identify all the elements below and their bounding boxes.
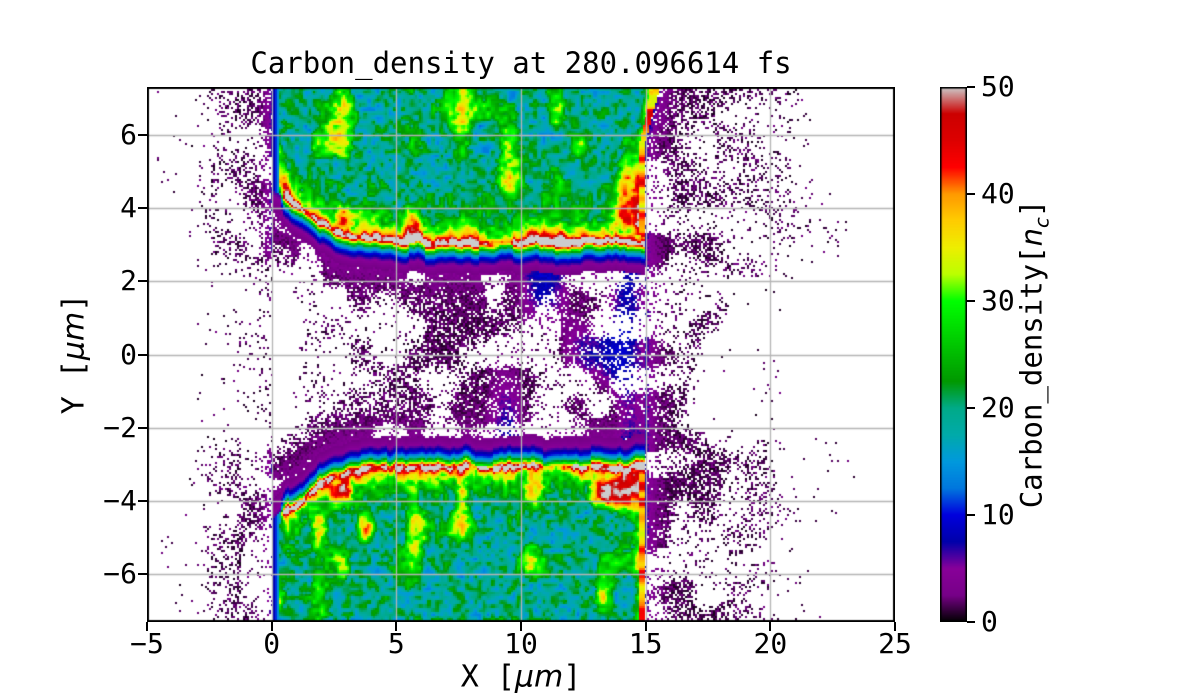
x-axis-tick-label: 25	[878, 627, 912, 660]
y-axis-tick-mark	[138, 206, 147, 209]
colorbar-tick-label: 30	[981, 284, 1015, 317]
colorbar-label-close: ]	[1014, 199, 1049, 218]
colorbar-tick-label: 0	[981, 605, 998, 638]
y-axis-tick-label: 2	[120, 264, 137, 298]
x-axis-label: X [μm]	[461, 660, 582, 695]
plot-title: Carbon_density at 280.096614 fs	[250, 46, 792, 80]
colorbar-label: Carbon_density[nc]	[1015, 200, 1054, 509]
y-axis-tick-label: 0	[120, 337, 137, 371]
x-axis-label-text: X [	[460, 659, 515, 695]
colorbar-label-symbol: n	[1014, 228, 1049, 247]
colorbar-label-subscript: c	[1030, 217, 1054, 229]
colorbar-tick-mark	[967, 407, 975, 409]
x-axis-tick-label: 10	[504, 627, 538, 660]
y-axis-label-close: ]	[56, 293, 92, 312]
y-axis-tick-label: 6	[120, 117, 137, 151]
x-axis-tick-mark	[520, 622, 522, 631]
y-axis-tick-mark	[138, 353, 147, 356]
x-axis-tick-label: 15	[628, 627, 663, 660]
colorbar-canvas	[940, 87, 967, 622]
colorbar-tick-mark	[967, 193, 975, 195]
x-axis-tick-mark	[146, 622, 148, 631]
x-axis-tick-label: 5	[387, 627, 405, 660]
y-axis-tick-mark	[138, 573, 147, 576]
y-axis-tick-label: −6	[103, 557, 137, 591]
x-axis-tick-mark	[270, 622, 273, 631]
x-axis-tick-mark	[769, 622, 772, 631]
x-axis-tick-mark	[894, 622, 896, 631]
colorbar-tick-label: 20	[981, 391, 1015, 424]
y-axis-tick-mark	[138, 500, 147, 503]
colorbar-tick-label: 10	[981, 498, 1015, 531]
heatmap-canvas	[147, 87, 895, 622]
x-axis-tick-label: 0	[263, 627, 281, 660]
colorbar-tick-mark	[967, 621, 975, 623]
colorbar-label-text: Carbon_density[	[1014, 246, 1049, 509]
colorbar-tick-mark	[967, 514, 975, 516]
x-axis-tick-label: 20	[753, 627, 788, 660]
colorbar-tick-label: 50	[981, 70, 1015, 103]
colorbar-tick-mark	[967, 300, 975, 302]
x-axis-tick-label: −5	[130, 627, 164, 660]
y-axis-tick-mark	[138, 133, 147, 136]
colorbar-tick-mark	[967, 86, 975, 88]
y-axis-tick-label: 4	[120, 190, 137, 224]
x-axis-tick-mark	[644, 622, 647, 631]
x-axis-label-close: ]	[563, 659, 582, 695]
y-axis-tick-mark	[138, 426, 147, 429]
y-axis-tick-mark	[138, 280, 147, 283]
x-axis-unit: μm	[514, 659, 564, 695]
colorbar-tick-label: 40	[981, 177, 1015, 210]
y-axis-tick-label: −4	[103, 484, 137, 518]
y-axis-tick-label: −2	[103, 410, 137, 444]
x-axis-tick-mark	[395, 622, 398, 631]
